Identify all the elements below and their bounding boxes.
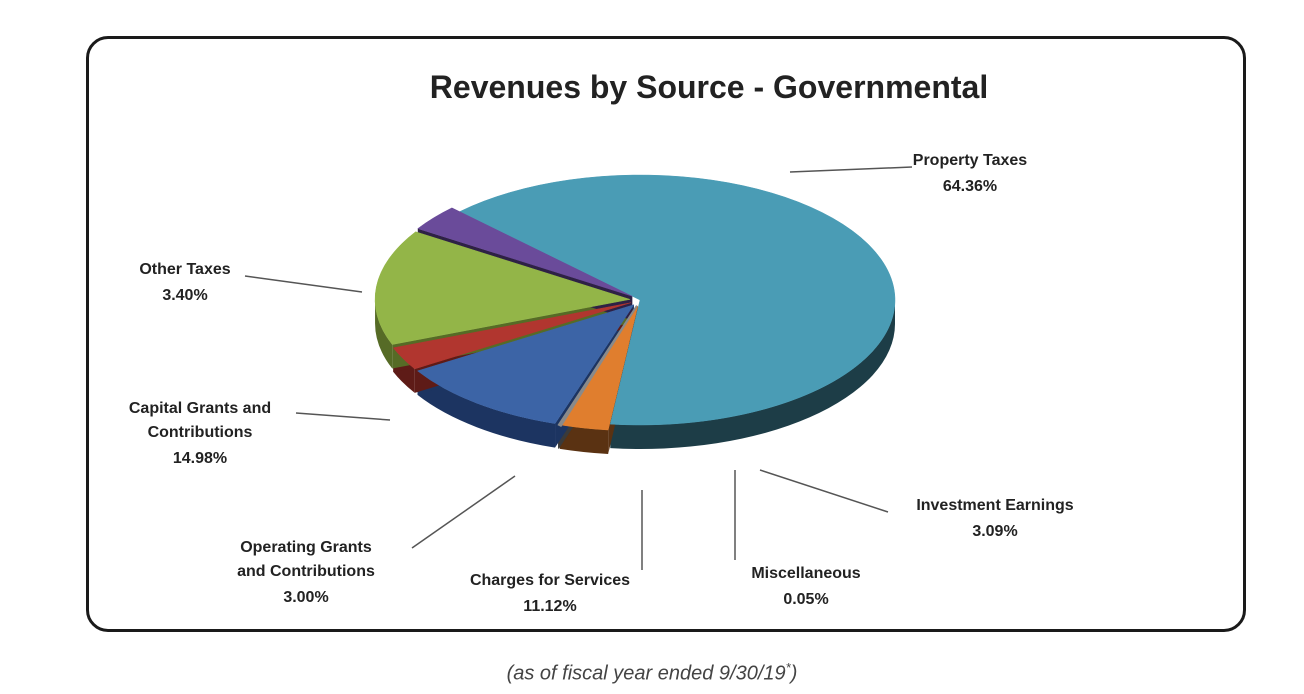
slice-label-5: Capital Grants and Contributions 14.98%: [129, 400, 271, 467]
leader-line-5: [295, 412, 391, 421]
pie-slice-operating-grants-and-contributions: [392, 302, 632, 370]
chart-title: Revenues by Source - Governmental: [430, 69, 988, 105]
pie-slice-other-taxes: [417, 207, 633, 297]
slice-label-0: Property Taxes 64.36%: [913, 152, 1028, 195]
caption-asterisk: *: [785, 660, 791, 675]
caption-text: (as of fiscal year ended 9/30/19: [506, 662, 786, 685]
leader-lines: [244, 166, 913, 570]
pie-slice-capital-grants-and-contributions: [374, 231, 631, 345]
leader-line-4: [411, 475, 516, 549]
slice-value-4: 3.00%: [283, 589, 328, 606]
slice-label-3: Charges for Services 11.12%: [470, 572, 630, 615]
slice-value-3: 11.12%: [523, 598, 576, 615]
slice-label-6: Other Taxes 3.40%: [139, 261, 230, 304]
leader-line-0: [789, 166, 913, 173]
slice-labels: Property Taxes 64.36% Investment Earnings 3…: [129, 152, 1074, 615]
slice-label-2: Miscellaneous 0.05%: [751, 565, 860, 608]
pie-side-5-0: [375, 299, 393, 369]
leader-line-6: [244, 275, 363, 293]
pie-side-0-0: [610, 300, 895, 449]
leader-line-1: [759, 469, 889, 513]
caption-close: ): [790, 662, 798, 685]
slice-label-4: Operating Grants and Contributions 3.00%: [237, 539, 375, 606]
slice-label-1: Investment Earnings 3.09%: [916, 497, 1073, 540]
pie-slice-property-taxes: [459, 174, 896, 426]
slice-value-1: 3.09%: [972, 523, 1017, 540]
pie-tops: [374, 174, 896, 431]
pie-slice-miscellaneous: [557, 305, 638, 428]
slice-value-5: 14.98%: [173, 450, 227, 467]
slice-value-2: 0.05%: [783, 591, 828, 608]
slice-value-6: 3.40%: [162, 287, 207, 304]
pie-side-3-0: [417, 370, 556, 448]
chart-caption: (as of fiscal year ended 9/30/19*): [0, 660, 1304, 686]
slice-value-0: 64.36%: [943, 178, 997, 195]
pie-slice-charges-for-services: [416, 304, 635, 424]
pie-side-1-0: [559, 424, 609, 455]
